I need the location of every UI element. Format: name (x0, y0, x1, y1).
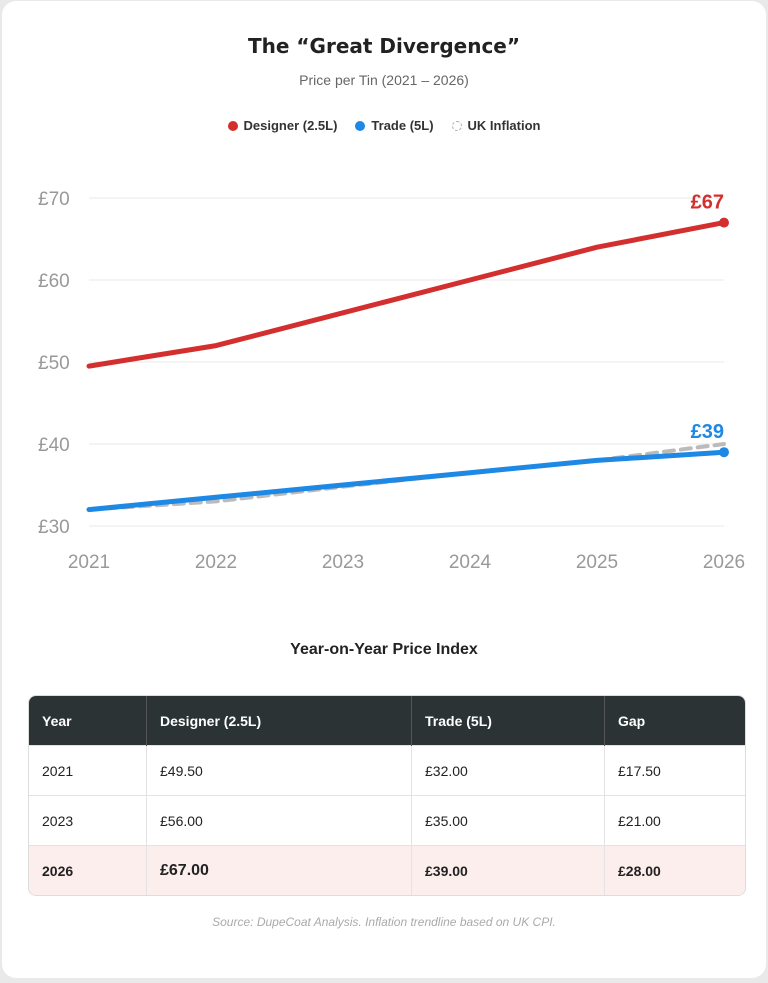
cell-designer: £56.00 (146, 795, 412, 846)
cell-year: 2026 (29, 845, 147, 895)
legend-dot-inflation (451, 120, 462, 131)
cell-year: 2021 (29, 745, 147, 796)
x-tick-label: 2022 (195, 552, 237, 573)
source-note: Source: DupeCoat Analysis. Inflation tre… (212, 915, 556, 929)
cell-trade: £39.00 (411, 845, 605, 895)
legend-label-inflation: UK Inflation (467, 118, 541, 133)
x-tick-label: 2021 (68, 552, 110, 573)
y-tick-label: £70 (38, 189, 70, 210)
table-row-highlight: 2026 £67.00 £39.00 £28.00 (29, 845, 745, 895)
chart-title: The “Great Divergence” (247, 34, 521, 58)
col-header-gap: Gap (604, 696, 745, 746)
y-tick-label: £60 (38, 271, 70, 292)
table-title: Year-on-Year Price Index (290, 641, 478, 658)
legend-item-trade[interactable]: Trade (5L) (355, 118, 434, 133)
y-tick-label: £30 (38, 517, 70, 538)
data-label-trade-5l: £39 (691, 421, 724, 443)
legend-item-designer[interactable]: Designer (2.5L) (227, 118, 338, 133)
cell-designer: £67.00 (146, 845, 412, 895)
legend-label-designer: Designer (2.5L) (243, 118, 338, 133)
table-row: 2023 £56.00 £35.00 £21.00 (29, 795, 745, 846)
line-chart: £30 £40 £50 £60 £70 2021 2022 2023 2024 2025 2026 £… (38, 189, 745, 573)
col-header-year: Year (29, 696, 147, 746)
legend-label-trade: Trade (5L) (371, 118, 434, 133)
table-header-row: Year Designer (2.5L) Trade (5L) Gap (29, 696, 745, 746)
chart-subtitle: Price per Tin (2021 – 2026) (299, 72, 469, 88)
x-tick-label: 2023 (322, 552, 364, 573)
cell-year: 2023 (29, 795, 147, 846)
cell-trade: £35.00 (411, 795, 605, 846)
cell-gap: £17.50 (604, 745, 745, 796)
col-header-designer: Designer (2.5L) (146, 696, 412, 746)
cell-trade: £32.00 (411, 745, 605, 796)
chart-legend: Designer (2.5L) Trade (5L) UK Inflation (2, 118, 766, 133)
col-header-trade: Trade (5L) (411, 696, 605, 746)
end-point-designer-2-5l (719, 217, 729, 228)
cell-gap: £28.00 (604, 845, 745, 895)
table-row: 2021 £49.50 £32.00 £17.50 (29, 745, 745, 796)
x-tick-label: 2024 (449, 552, 492, 573)
legend-item-inflation[interactable]: UK Inflation (451, 118, 541, 133)
cell-designer: £49.50 (146, 745, 412, 796)
x-tick-label: 2025 (576, 552, 618, 573)
data-label-designer-2-5l: £67 (691, 192, 724, 214)
x-tick-label: 2026 (703, 552, 745, 573)
y-tick-label: £40 (38, 435, 70, 456)
y-tick-label: £50 (38, 353, 70, 374)
legend-dot-trade (355, 120, 366, 131)
legend-dot-designer (227, 120, 238, 131)
cell-gap: £21.00 (604, 795, 745, 846)
series-line-designer-2-5l (86, 220, 727, 369)
series-line-trade-5l (86, 449, 727, 513)
price-index-table: Year Designer (2.5L) Trade (5L) Gap 2021… (28, 695, 746, 896)
end-point-trade-5l (719, 447, 729, 458)
